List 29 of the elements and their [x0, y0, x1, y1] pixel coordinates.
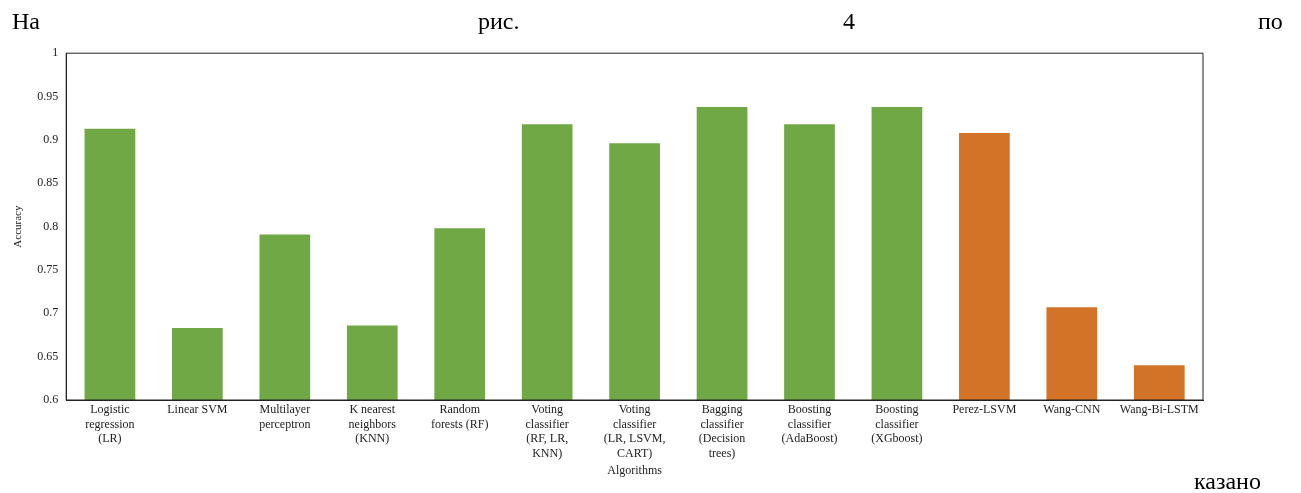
x-tick-label: Linear SVM	[167, 402, 228, 417]
x-tick-label: Bagging classifier (Decision trees)	[698, 402, 746, 460]
x-tick-label: Wang-Bi-LSTM	[1119, 402, 1200, 417]
text: На	[12, 8, 40, 35]
text: 4	[843, 8, 855, 35]
x-tick-label: K nearest neighbors (KNN)	[348, 402, 397, 446]
x-tick-label: Wang-CNN	[1043, 402, 1101, 417]
x-tick-label: Logistic regression (LR)	[85, 402, 135, 446]
text: казано	[1194, 468, 1261, 493]
y-tick-label: 0.85	[37, 175, 59, 190]
y-axis-title: Accuracy	[11, 205, 24, 248]
x-tick-label: Random forests (RF)	[430, 402, 489, 431]
x-tick-label: Multilayer perceptron	[259, 402, 311, 431]
text: по	[1258, 8, 1283, 35]
y-tick-label: 0.9	[43, 132, 59, 147]
y-tick-label: 0.95	[37, 88, 59, 103]
y-tick-label: 0.75	[37, 262, 59, 277]
x-tick-label: Voting classifier (RF, LR, KNN)	[525, 402, 569, 460]
x-tick-label: Voting classifier (LR, LSVM, CART)	[603, 402, 666, 460]
x-tick-label: Boosting classifier (AdaBoost)	[781, 402, 838, 446]
y-tick-label: 0.65	[37, 348, 59, 363]
y-tick-label: 1	[52, 45, 59, 60]
x-tick-label: Boosting classifier (XGboost)	[871, 402, 923, 446]
y-tick-label: 0.6	[43, 392, 59, 407]
x-tick-label: Perez-LSVM	[952, 402, 1017, 417]
text: рис.	[478, 8, 520, 35]
x-axis-title: Algorithms	[607, 462, 663, 477]
y-tick-label: 0.7	[43, 305, 59, 320]
y-tick-label: 0.8	[43, 218, 59, 233]
